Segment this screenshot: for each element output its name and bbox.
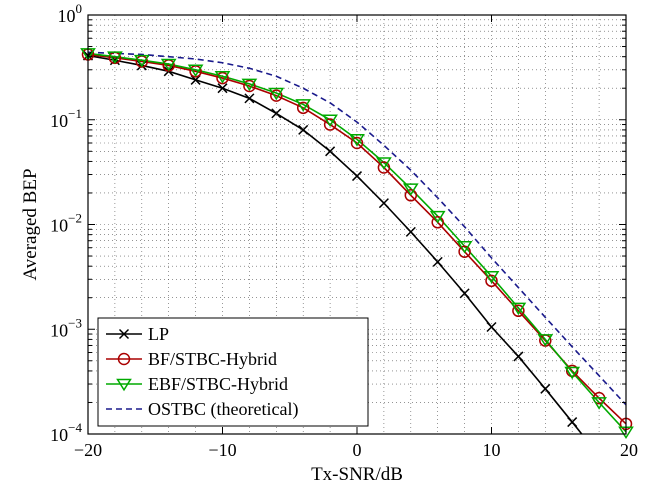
data-point xyxy=(456,240,473,254)
y-tick-label: 10−2 xyxy=(50,211,82,236)
data-point xyxy=(459,288,470,299)
data-point xyxy=(323,118,337,131)
data-point xyxy=(271,108,282,119)
series-line-2 xyxy=(88,53,626,425)
data-point xyxy=(591,397,607,410)
data-point xyxy=(429,210,446,224)
data-point xyxy=(325,146,336,157)
x-tick-label: −20 xyxy=(74,440,102,460)
data-point xyxy=(160,58,177,72)
data-point xyxy=(349,134,365,147)
data-point xyxy=(567,417,578,428)
data-point xyxy=(241,78,258,92)
data-point xyxy=(540,383,551,394)
data-point xyxy=(217,83,228,94)
data-point xyxy=(322,114,338,128)
data-point xyxy=(431,216,444,229)
data-point xyxy=(432,256,443,267)
ticks xyxy=(87,14,627,435)
legend-box xyxy=(97,317,369,427)
legend-marker xyxy=(117,352,131,366)
data-point xyxy=(376,157,392,170)
legend-label: LP xyxy=(148,324,169,344)
data-point xyxy=(350,136,364,150)
series-line-4 xyxy=(88,51,626,406)
y-tick-label: 10−3 xyxy=(50,315,82,340)
data-point xyxy=(458,245,471,258)
legend: LP BF/STBC-Hybrid EBF/STBC-Hybrid OSTBC (th… xyxy=(97,317,369,427)
data-point xyxy=(268,87,285,101)
data-point xyxy=(295,99,312,112)
data-point xyxy=(485,274,498,288)
legend-label: OSTBC (theoretical) xyxy=(148,399,298,420)
data-point xyxy=(486,322,497,333)
legend-marker xyxy=(116,378,132,392)
x-tick-label: 10 xyxy=(483,440,501,460)
y-tick-label: 10−1 xyxy=(50,106,82,131)
y-tick-label: 100 xyxy=(58,1,83,26)
data-point xyxy=(270,89,283,102)
tick-labels: −20 −10 0 10 20 10−4 10−3 10−2 10−1 100 xyxy=(50,1,638,460)
series-line-3 xyxy=(88,52,626,433)
data-point xyxy=(214,70,231,84)
legend-label: BF/STBC-Hybrid xyxy=(148,349,277,369)
y-tick-label: 10−4 xyxy=(50,420,82,445)
series-layer xyxy=(88,51,626,434)
data-point xyxy=(404,189,418,202)
data-point xyxy=(565,364,579,378)
data-point xyxy=(513,351,524,362)
data-point xyxy=(296,101,310,115)
data-point xyxy=(216,71,229,85)
data-point xyxy=(537,334,554,347)
data-point xyxy=(351,171,363,182)
data-point xyxy=(512,304,525,318)
data-point xyxy=(378,198,389,209)
x-axis-label: Tx-SNR/dB xyxy=(311,464,403,485)
data-point xyxy=(107,51,123,64)
data-point xyxy=(564,366,581,380)
x-tick-label: −10 xyxy=(208,440,236,460)
data-point xyxy=(510,302,527,316)
data-point xyxy=(483,271,500,284)
data-point xyxy=(402,183,419,196)
data-point xyxy=(377,161,391,174)
data-point xyxy=(133,54,150,68)
data-point xyxy=(244,93,255,104)
legend-label: EBF/STBC-Hybrid xyxy=(148,374,288,394)
data-point xyxy=(187,64,204,78)
data-point xyxy=(243,79,256,93)
x-tick-label: 20 xyxy=(620,440,638,460)
data-point xyxy=(190,74,201,85)
y-axis-label: Averaged BEP xyxy=(20,168,41,280)
x-tick-label: 0 xyxy=(353,440,362,460)
legend-marker xyxy=(118,328,130,340)
data-point xyxy=(298,124,309,135)
data-point xyxy=(405,226,416,237)
